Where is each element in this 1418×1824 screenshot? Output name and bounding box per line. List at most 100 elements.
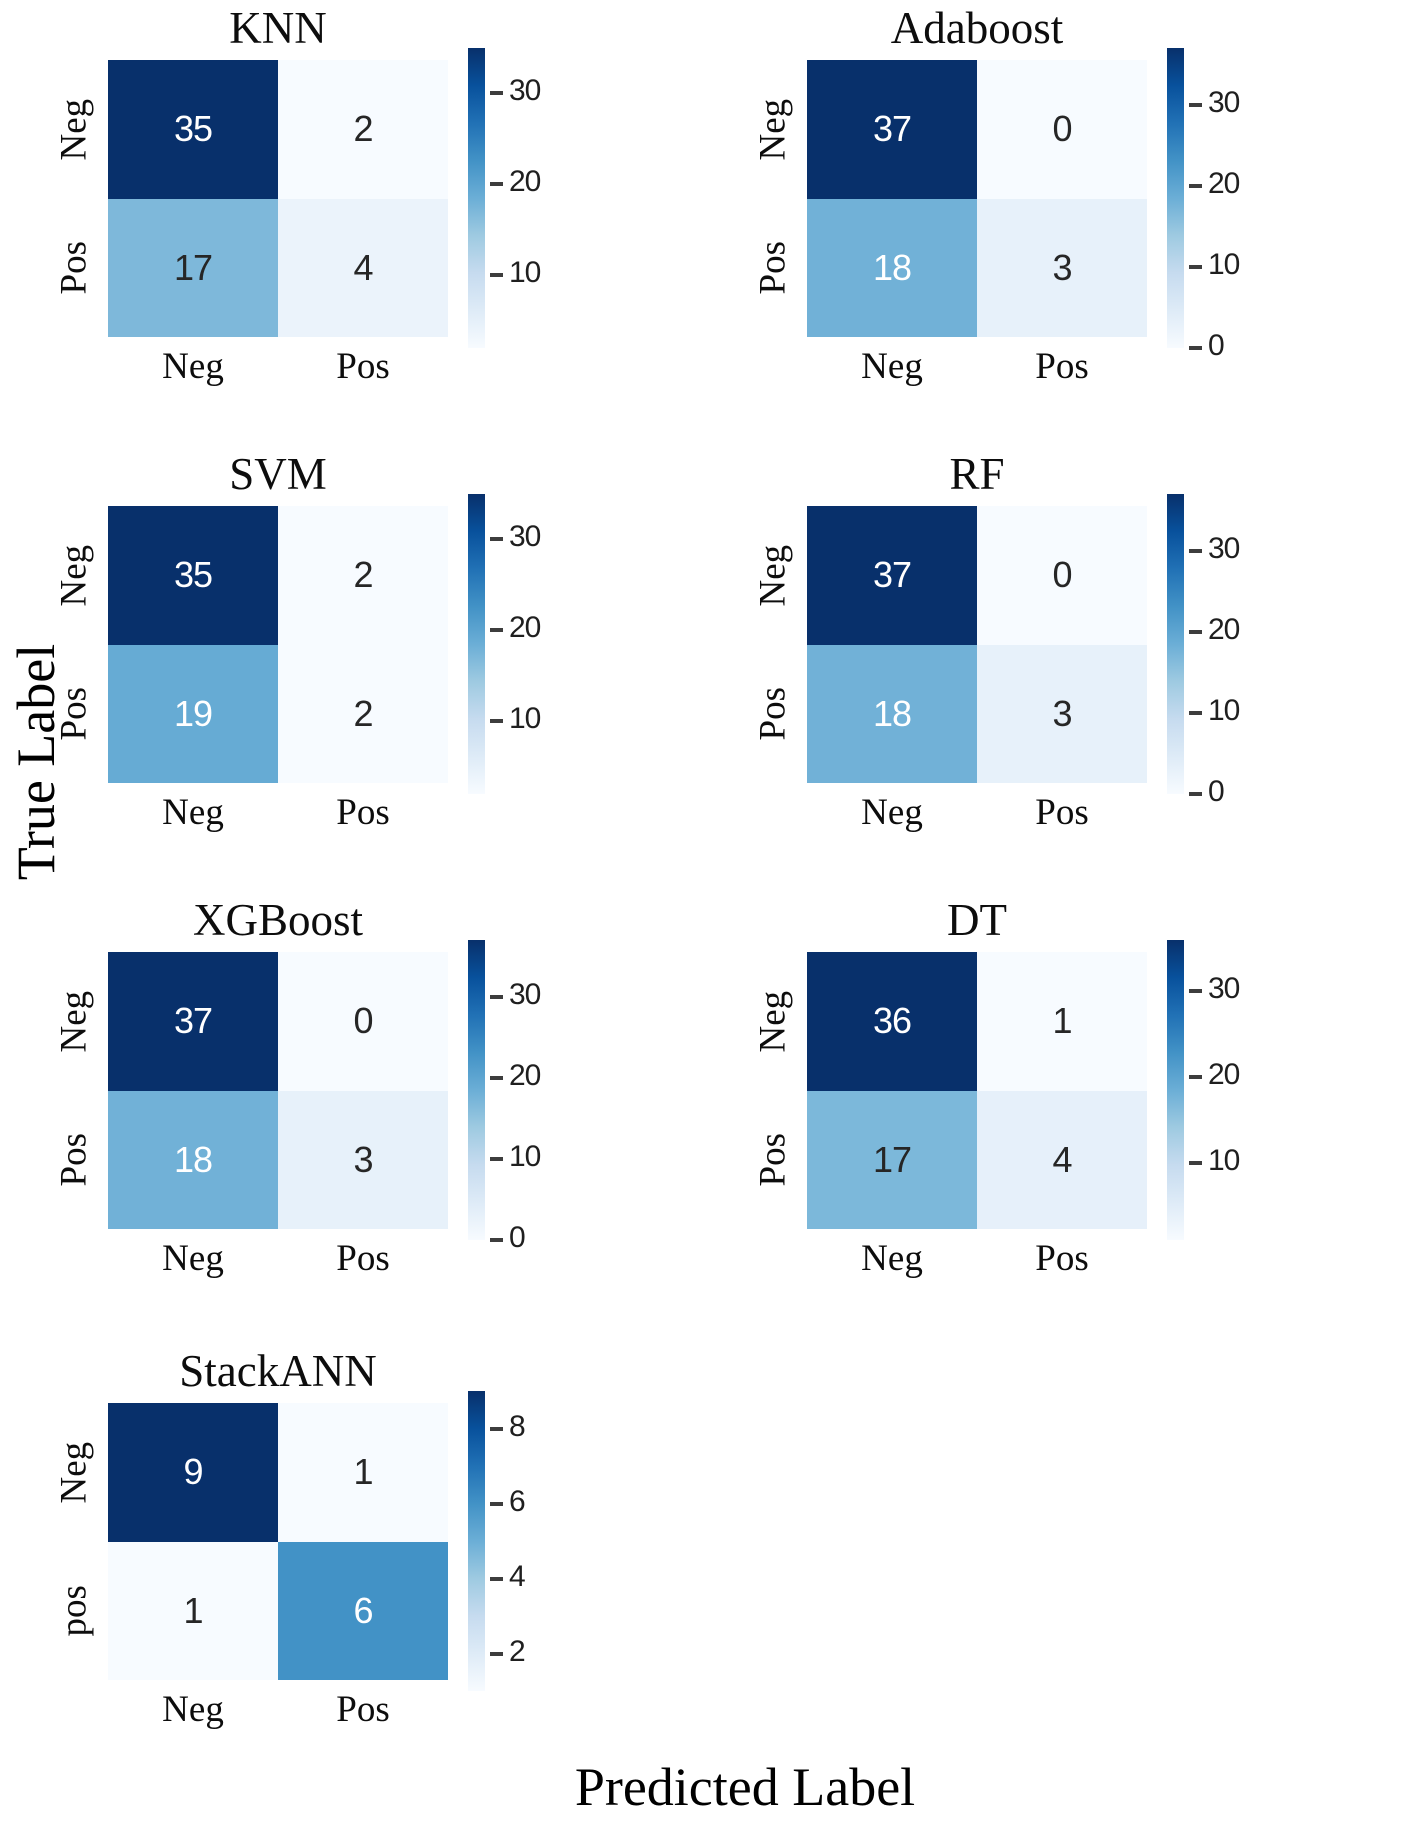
rf-cell-pos-pos: 3 bbox=[977, 644, 1147, 783]
svm-colorbar-tick-10 bbox=[490, 719, 503, 724]
dt-cell-neg-pos: 1 bbox=[977, 952, 1147, 1091]
xgboost-colorbar-label-10: 10 bbox=[509, 1139, 541, 1173]
y-axis-label: True Label bbox=[6, 643, 66, 881]
stackann-colorbar-tick-2 bbox=[490, 1651, 503, 1656]
xgboost-colorbar-label-20: 20 bbox=[509, 1058, 541, 1092]
rf-colorbar bbox=[1167, 494, 1184, 794]
rf-colorbar-label-20: 20 bbox=[1208, 612, 1240, 646]
xgboost-cell-pos-pos: 3 bbox=[278, 1090, 448, 1229]
stackann-colorbar-tick-4 bbox=[490, 1576, 503, 1581]
adaboost-xtick-neg: Neg bbox=[861, 346, 923, 387]
knn-xtick-neg: Neg bbox=[162, 346, 224, 387]
svm-colorbar-tick-20 bbox=[490, 628, 503, 633]
rf-ytick-neg: Neg bbox=[752, 544, 794, 607]
stackann-colorbar bbox=[468, 1391, 485, 1691]
xgboost-cell-pos-neg: 18 bbox=[108, 1090, 278, 1229]
panel-title-dt: DT bbox=[947, 895, 1007, 945]
dt-cell-neg-neg: 36 bbox=[807, 952, 977, 1091]
stackann-colorbar-label-2: 2 bbox=[509, 1634, 526, 1668]
xgboost-colorbar-label-0: 0 bbox=[509, 1221, 526, 1254]
knn-cell-neg-neg: 35 bbox=[108, 60, 278, 199]
rf-colorbar-label-10: 10 bbox=[1208, 693, 1240, 727]
dt-ytick-neg: Neg bbox=[752, 990, 794, 1053]
adaboost-heatmap: 37 0 18 3 bbox=[807, 60, 1147, 337]
adaboost-colorbar bbox=[1167, 48, 1184, 348]
panel-title-adaboost: Adaboost bbox=[890, 3, 1064, 53]
adaboost-cell-pos-pos: 3 bbox=[977, 198, 1147, 337]
rf-colorbar-tick-10 bbox=[1189, 710, 1202, 715]
knn-colorbar-tick-30 bbox=[490, 91, 503, 96]
knn-xtick-pos: Pos bbox=[336, 346, 390, 387]
knn-colorbar-label-30: 30 bbox=[509, 74, 541, 108]
x-axis-label: Predicted Label bbox=[574, 1757, 916, 1817]
dt-colorbar-tick-30 bbox=[1189, 989, 1202, 994]
xgboost-ytick-neg: Neg bbox=[53, 990, 95, 1053]
dt-colorbar-label-10: 10 bbox=[1208, 1143, 1240, 1177]
xgboost-colorbar-tick-10 bbox=[490, 1156, 503, 1161]
adaboost-cell-pos-neg: 18 bbox=[807, 198, 977, 337]
rf-heatmap: 37 0 18 3 bbox=[807, 506, 1147, 783]
adaboost-cell-neg-neg: 37 bbox=[807, 60, 977, 199]
svm-colorbar-label-10: 10 bbox=[509, 702, 541, 736]
rf-xtick-pos: Pos bbox=[1035, 792, 1089, 833]
stackann-ytick-pos: pos bbox=[53, 1585, 95, 1637]
panel-title-svm: SVM bbox=[229, 449, 327, 499]
rf-cell-neg-pos: 0 bbox=[977, 506, 1147, 645]
rf-cell-neg-neg: 37 bbox=[807, 506, 977, 645]
rf-colorbar-tick-30 bbox=[1189, 548, 1202, 553]
panel-title-xgboost: XGBoost bbox=[192, 895, 364, 945]
rf-colorbar-label-30: 30 bbox=[1208, 531, 1240, 565]
xgboost-colorbar bbox=[468, 940, 485, 1240]
xgboost-xtick-pos: Pos bbox=[336, 1238, 390, 1279]
xgboost-colorbar-tick-20 bbox=[490, 1075, 503, 1080]
xgboost-cell-neg-neg: 37 bbox=[108, 952, 278, 1091]
xgboost-cell-neg-pos: 0 bbox=[278, 952, 448, 1091]
knn-cell-pos-neg: 17 bbox=[108, 198, 278, 337]
adaboost-colorbar-label-20: 20 bbox=[1208, 166, 1240, 200]
dt-xtick-neg: Neg bbox=[861, 1238, 923, 1279]
rf-xtick-neg: Neg bbox=[861, 792, 923, 833]
xgboost-xtick-neg: Neg bbox=[162, 1238, 224, 1279]
xgboost-colorbar-tick-0 bbox=[490, 1238, 503, 1242]
adaboost-colorbar-label-30: 30 bbox=[1208, 85, 1240, 119]
panel-title-stackann: StackANN bbox=[179, 1346, 377, 1396]
stackann-xtick-neg: Neg bbox=[162, 1689, 224, 1730]
svm-cell-neg-pos: 2 bbox=[278, 506, 448, 645]
stackann-ytick-neg: Neg bbox=[53, 1441, 95, 1504]
rf-colorbar-tick-20 bbox=[1189, 629, 1202, 634]
knn-ytick-pos: Pos bbox=[53, 241, 95, 295]
xgboost-colorbar-label-30: 30 bbox=[509, 977, 541, 1011]
svm-colorbar-tick-30 bbox=[490, 537, 503, 542]
stackann-colorbar-tick-8 bbox=[490, 1426, 503, 1431]
dt-colorbar bbox=[1167, 940, 1184, 1240]
svm-ytick-neg: Neg bbox=[53, 544, 95, 607]
stackann-colorbar-label-6: 6 bbox=[509, 1484, 526, 1518]
stackann-xtick-pos: Pos bbox=[336, 1689, 390, 1730]
knn-colorbar bbox=[468, 48, 485, 348]
dt-colorbar-tick-10 bbox=[1189, 1160, 1202, 1165]
dt-colorbar-label-20: 20 bbox=[1208, 1058, 1240, 1092]
panel-title-rf: RF bbox=[949, 449, 1005, 499]
adaboost-ytick-neg: Neg bbox=[752, 98, 794, 161]
stackann-cell-neg-neg: 9 bbox=[108, 1403, 278, 1542]
adaboost-colorbar-tick-20 bbox=[1189, 183, 1202, 188]
knn-heatmap: 35 2 17 4 bbox=[108, 60, 448, 337]
adaboost-colorbar-tick-30 bbox=[1189, 102, 1202, 107]
svm-cell-pos-pos: 2 bbox=[278, 644, 448, 783]
svm-heatmap: 35 2 19 2 bbox=[108, 506, 448, 783]
rf-ytick-pos: Pos bbox=[752, 687, 794, 741]
stackann-cell-neg-pos: 1 bbox=[278, 1403, 448, 1542]
svm-cell-neg-neg: 35 bbox=[108, 506, 278, 645]
rf-colorbar-tick-0 bbox=[1189, 792, 1202, 796]
adaboost-colorbar-tick-10 bbox=[1189, 264, 1202, 269]
svm-colorbar bbox=[468, 494, 485, 794]
stackann-colorbar-tick-6 bbox=[490, 1501, 503, 1506]
rf-cell-pos-neg: 18 bbox=[807, 644, 977, 783]
knn-colorbar-label-20: 20 bbox=[509, 165, 541, 199]
knn-cell-pos-pos: 4 bbox=[278, 198, 448, 337]
dt-cell-pos-neg: 17 bbox=[807, 1090, 977, 1229]
knn-colorbar-label-10: 10 bbox=[509, 256, 541, 290]
knn-cell-neg-pos: 2 bbox=[278, 60, 448, 199]
